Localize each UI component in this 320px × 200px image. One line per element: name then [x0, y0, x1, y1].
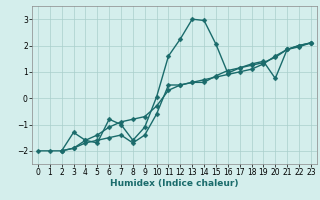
X-axis label: Humidex (Indice chaleur): Humidex (Indice chaleur): [110, 179, 239, 188]
